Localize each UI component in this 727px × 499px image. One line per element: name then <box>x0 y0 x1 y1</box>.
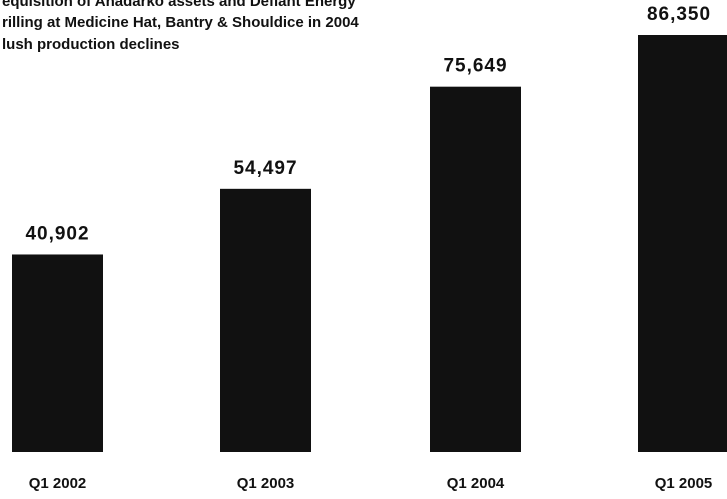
bar <box>638 35 727 452</box>
x-tick-label: Q1 2002 <box>29 475 87 492</box>
value-label: 75,649 <box>443 56 507 77</box>
annotation: rilling at Medicine Hat, Bantry & Should… <box>2 14 359 31</box>
value-label: 86,350 <box>647 4 711 25</box>
x-tick-label: Q1 2005 <box>655 475 713 492</box>
bar <box>220 188 311 453</box>
value-label: 54,497 <box>233 158 297 179</box>
x-tick-label: Q1 2003 <box>237 475 295 492</box>
x-tick-label: Q1 2004 <box>447 475 505 492</box>
annotation: lush production declines <box>2 36 180 53</box>
value-label: 40,902 <box>25 223 89 244</box>
bar <box>430 86 521 452</box>
annotation: equisition of Anadarko assets and Defian… <box>2 0 356 10</box>
bar <box>12 254 103 452</box>
